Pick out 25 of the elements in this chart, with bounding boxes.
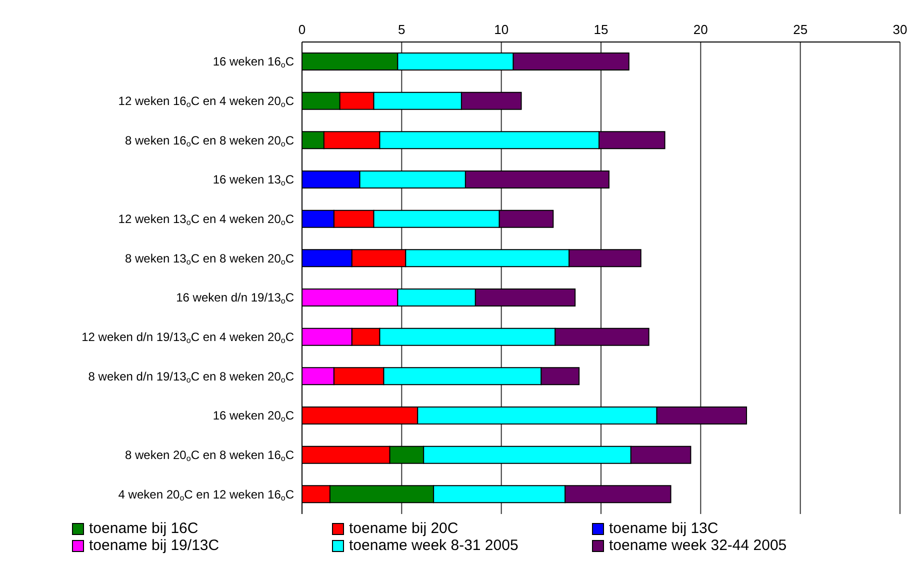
y-tick-label: 16 weken 20$_{o}$C [212,408,294,424]
y-tick-label: 4 weken 20$_{o}$C en 12 weken 16$_{o}$C [118,487,294,502]
x-tick-label: 20 [693,22,708,37]
x-tick-label: 25 [793,22,808,37]
legend-label: toename bij 20C [349,520,458,537]
y-tick-label: 16 weken d/n 19/13$_{o}$C [176,290,294,306]
legend-label: toename week 8-31 2005 [349,537,518,554]
y-tick-label: 8 weken 13$_{o}$C en 8 weken 20$_{o}$C [124,251,294,266]
y-tick-label: 8 weken 20$_{o}$C en 8 weken 16$_{o}$C [124,448,294,463]
x-tick-label: 5 [398,22,406,37]
legend-label: toename bij 16C [89,520,198,537]
legend-label: toename bij 19/13C [89,537,220,554]
x-tick-label: 0 [298,22,306,37]
x-tick-label: 15 [594,22,608,37]
legend-label: toename bij 13C [609,520,718,537]
y-tick-label: 8 weken 16$_{o}$C en 8 weken 20$_{o}$C [124,133,294,148]
y-tick-label: 8 weken d/n 19/13$_{o}$C en 8 weken 20$_{o}$C [88,369,294,384]
legend-label: toename week 32-44 2005 [609,537,787,554]
x-tick-label: 10 [494,22,509,37]
y-tick-label: 16 weken 16$_{o}$C [212,54,294,70]
x-tick-label: 30 [892,22,908,37]
y-tick-label: 12 weken 13$_{o}$C en 4 weken 20$_{o}$C [118,212,294,227]
y-tick-label: 16 weken 13$_{o}$C [212,172,294,188]
y-tick-label: 12 weken 16$_{o}$C en 4 weken 20$_{o}$C [118,94,294,109]
y-tick-label: 12 weken d/n 19/13$_{o}$C en 4 weken 20$_{o}$C [82,330,294,345]
